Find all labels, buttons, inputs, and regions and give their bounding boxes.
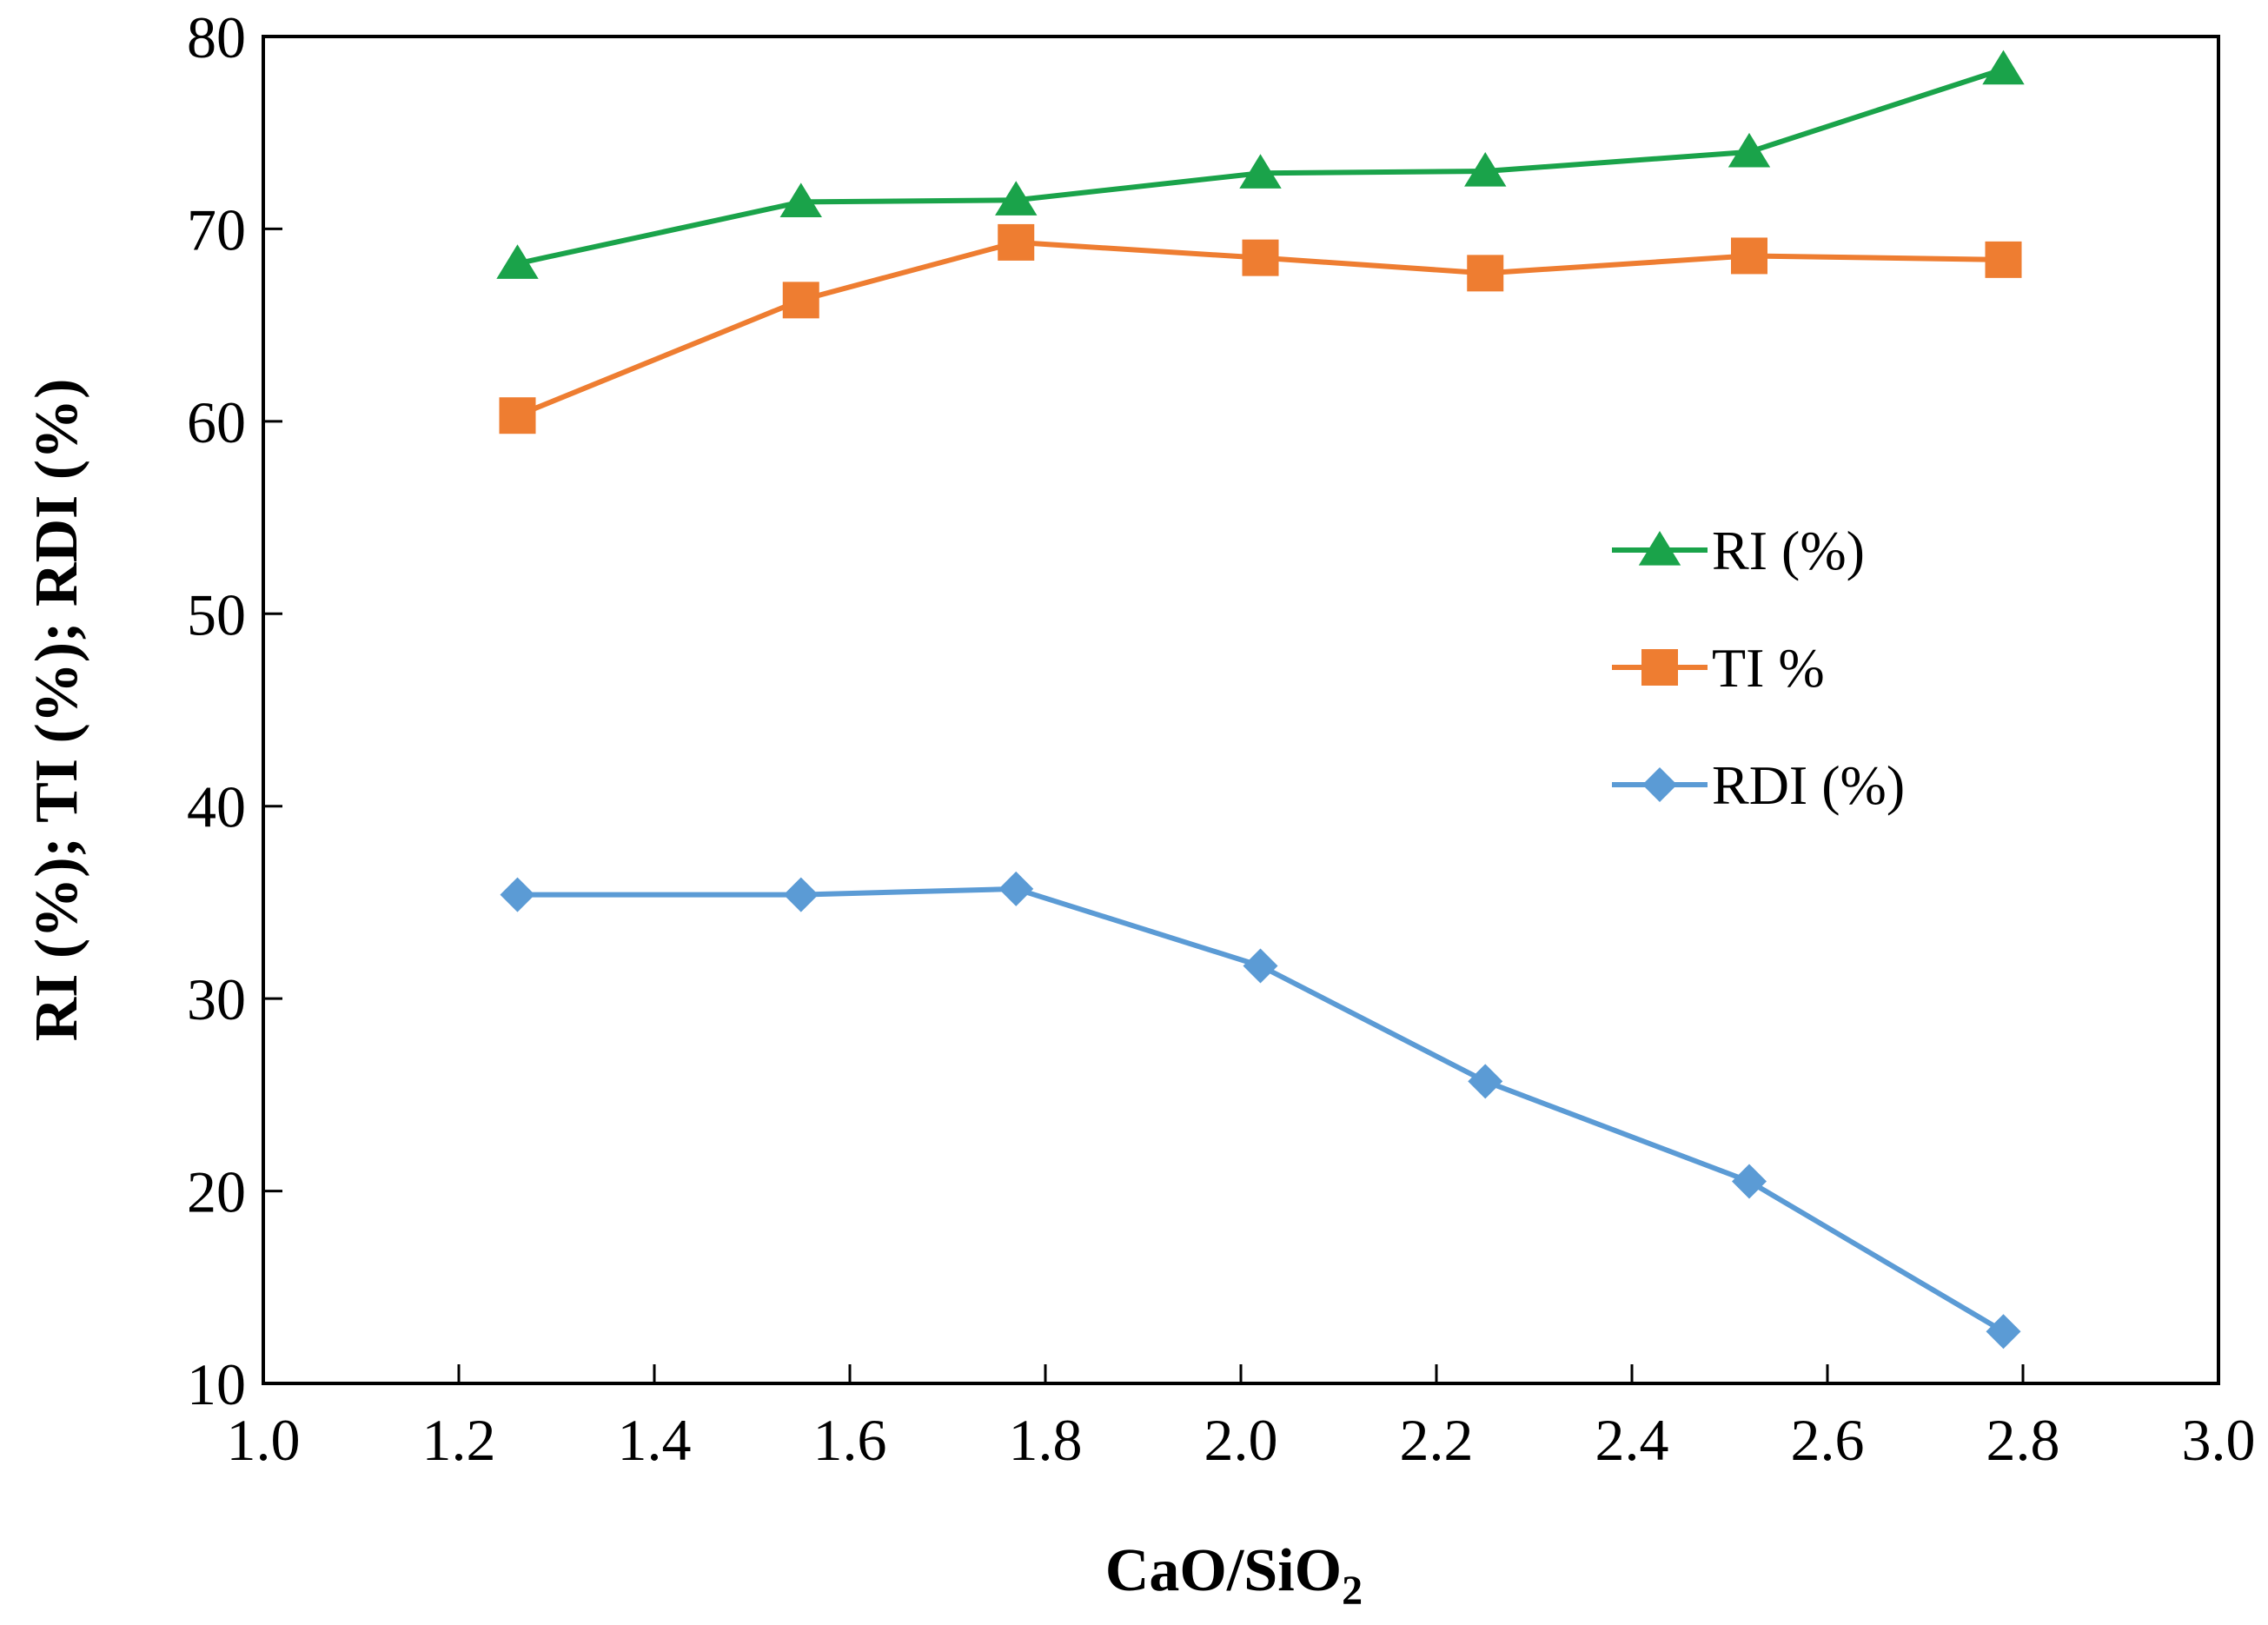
y-axis-ticks: 10 20 30 40 50 60 70 80 (187, 4, 282, 1417)
y-tick-label: 30 (187, 966, 246, 1032)
data-point-ri (995, 181, 1038, 216)
data-point-rdi (1986, 1314, 2021, 1350)
x-tick-label: 2.8 (1986, 1407, 2060, 1473)
data-point-ti (998, 223, 1035, 261)
y-tick-label: 10 (187, 1351, 246, 1417)
y-tick-label: 60 (187, 389, 246, 455)
legend-marker-ri (1638, 531, 1681, 566)
data-point-ri (496, 244, 539, 279)
plot-frame (262, 35, 2220, 1385)
data-point-ti (499, 397, 536, 434)
data-point-ti (782, 282, 819, 319)
x-tick-label: 2.2 (1400, 1407, 1474, 1473)
x-axis-ticks: 1.0 1.2 1.4 1.6 1.8 2.0 2.2 2.4 2.6 2.8 3.0 (227, 1364, 2256, 1473)
y-tick-label: 80 (187, 4, 246, 70)
y-tick-label: 40 (187, 774, 246, 840)
x-tick-label: 1.0 (227, 1407, 301, 1473)
y-tick-label: 50 (187, 581, 246, 647)
data-point-ti (1467, 255, 1504, 292)
y-tick-label: 70 (187, 196, 246, 262)
x-axis-title-main: CaO/SiO (1105, 1537, 1342, 1604)
data-point-rdi (500, 877, 535, 912)
legend-label-rdi: RDI (%) (1712, 754, 1905, 816)
data-point-rdi (1243, 948, 1278, 984)
x-tick-label: 3.0 (2182, 1407, 2256, 1473)
legend: RI (%) TI % RDI (%) (1612, 520, 1905, 816)
x-tick-label: 1.6 (813, 1407, 887, 1473)
x-axis-title: CaO/SiO2 (1105, 1537, 1363, 1614)
data-point-ri (1728, 132, 1771, 168)
data-point-rdi (783, 877, 819, 912)
data-point-ri (1982, 50, 2025, 85)
data-point-rdi (1732, 1164, 1767, 1199)
x-tick-label: 1.8 (1009, 1407, 1083, 1473)
y-tick-label: 20 (187, 1159, 246, 1225)
y-axis-title: RI (%); TI (%); RDI (%) (23, 379, 90, 1042)
x-tick-label: 2.0 (1204, 1407, 1278, 1473)
data-point-ri (1239, 154, 1282, 189)
data-point-ti (1985, 241, 2022, 278)
data-point-ri (779, 182, 822, 218)
data-point-ti (1242, 239, 1279, 276)
x-tick-label: 1.2 (422, 1407, 496, 1473)
x-tick-label: 2.4 (1595, 1407, 1669, 1473)
x-axis-title-subscript: 2 (1342, 1568, 1363, 1614)
data-point-rdi (1468, 1064, 1503, 1099)
legend-marker-rdi (1642, 767, 1677, 802)
series-layer (496, 50, 2025, 1350)
legend-label-ri: RI (%) (1712, 520, 1865, 581)
data-point-ti (1731, 237, 1767, 275)
legend-marker-ti (1641, 649, 1678, 686)
x-tick-label: 1.4 (618, 1407, 692, 1473)
legend-label-ti: TI % (1712, 637, 1825, 699)
data-point-ri (1464, 152, 1507, 187)
x-tick-label: 2.6 (1791, 1407, 1865, 1473)
data-point-rdi (998, 871, 1034, 906)
